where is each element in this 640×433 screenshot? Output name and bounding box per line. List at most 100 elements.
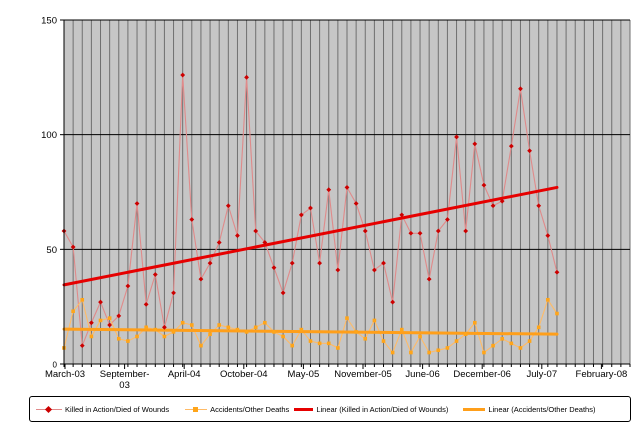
accidents-data-point <box>326 341 331 346</box>
accidents-data-point <box>217 323 221 327</box>
kia-data-point <box>225 203 231 209</box>
kia-data-point <box>472 141 478 147</box>
accidents-data-point <box>180 320 185 325</box>
kia-data-point <box>390 299 396 305</box>
accidents-data-point <box>226 325 231 330</box>
accidents-data-point <box>71 309 75 314</box>
kia-data-point <box>125 283 131 289</box>
accidents-data-point <box>171 330 176 334</box>
accidents-data-point <box>555 311 559 316</box>
kia-data-point <box>262 240 268 245</box>
accidents-trendline <box>62 327 559 336</box>
accidents-data-point <box>126 339 130 343</box>
kia-data-point <box>353 201 359 206</box>
kia-data-point <box>344 185 350 190</box>
kia-data-point <box>381 260 386 266</box>
kia-diamond-icon <box>44 405 53 413</box>
accidents-data-point <box>308 339 313 343</box>
kia-data-point <box>317 260 323 266</box>
kia-data-point <box>70 244 76 250</box>
accidents-data-point <box>381 339 386 343</box>
x-tick-label: May-05 <box>288 369 320 380</box>
x-tick-label: July-07 <box>526 369 557 380</box>
legend-item-kia-label: Killed in Action/Died of Wounds <box>65 404 170 414</box>
linear-kia-line <box>294 407 314 411</box>
x-tick-label: October-04 <box>220 369 268 380</box>
accidents-data-point <box>116 336 121 341</box>
kia-data-point <box>435 228 441 234</box>
accidents-data-point <box>445 346 450 350</box>
kia-data-point <box>371 267 377 273</box>
kia-series-marker-icon <box>36 405 62 413</box>
kia-data-point <box>289 260 295 266</box>
accidents-data-point <box>162 334 167 339</box>
accidents-data-point <box>546 297 550 302</box>
kia-data-point <box>116 313 122 319</box>
accidents-data-point <box>80 297 85 302</box>
accidents-data-point <box>372 318 377 323</box>
accidents-data-point <box>199 343 203 348</box>
kia-data-point <box>271 265 277 271</box>
kia-data-point <box>280 290 286 296</box>
kia-data-point <box>143 301 149 307</box>
x-tick-label: April-04 <box>168 369 201 380</box>
y-tick-label: 0 <box>53 361 58 370</box>
x-tick-label: February-08 <box>576 369 628 380</box>
kia-data-point <box>171 290 176 296</box>
kia-data-point <box>408 230 414 236</box>
x-tick-label: June-06 <box>405 369 439 380</box>
accidents-data-point <box>427 350 431 355</box>
linear-kia-marker-icon <box>294 406 314 413</box>
y-tick-label: 150 <box>41 16 57 27</box>
kia-data-point <box>518 86 523 92</box>
accidents-data-point <box>89 334 94 339</box>
kia-data-point <box>527 148 532 154</box>
kia-data-point <box>499 198 505 204</box>
kia-data-point <box>152 272 158 277</box>
accidents-data-point <box>299 327 304 332</box>
legend-item-linear-accidents-label: Linear (Accidents/Other Deaths) <box>488 404 596 414</box>
accidents-data-point <box>208 332 212 336</box>
accidents-data-point <box>399 327 404 332</box>
kia-data-point <box>454 134 459 140</box>
accidents-data-point <box>135 334 139 339</box>
legend-item-linear-accidents: Linear (Accidents/Other Deaths) <box>463 405 595 414</box>
accidents-data-point <box>290 343 295 348</box>
linear-accidents-marker-icon <box>463 406 486 413</box>
kia-data-point <box>180 72 186 78</box>
y-tick-label: 100 <box>41 130 57 141</box>
legend-item-accidents: Accidents/Other Deaths <box>185 405 289 414</box>
accidents-data-point <box>107 316 112 320</box>
accidents-data-point <box>336 346 340 350</box>
accidents-data-point <box>500 336 504 341</box>
kia-data-point <box>162 324 167 330</box>
kia-data-point <box>481 182 487 188</box>
x-tick-label: November-05 <box>334 369 392 380</box>
chart-legend: Killed in Action/Died of Wounds Accident… <box>29 396 631 422</box>
accidents-data-point <box>235 327 240 332</box>
accidents-data-point <box>253 325 258 330</box>
kia-data-point <box>463 228 469 234</box>
kia-data-point <box>417 230 423 236</box>
accidents-data-point <box>244 330 249 334</box>
kia-data-point <box>362 228 368 234</box>
accidents-data-point <box>390 350 395 355</box>
kia-data-point <box>298 212 304 218</box>
accidents-data-point <box>518 346 523 350</box>
kia-data-point <box>107 322 113 328</box>
kia-data-point <box>536 203 542 209</box>
kia-data-point <box>244 74 249 80</box>
accidents-data-point <box>536 325 541 330</box>
accidents-data-point <box>409 350 413 355</box>
kia-data-point <box>426 276 432 282</box>
kia-trendline <box>62 185 559 287</box>
kia-data-point <box>490 203 496 209</box>
accidents-data-point <box>454 339 459 343</box>
legend-item-kia: Killed in Action/Died of Wounds <box>36 405 169 414</box>
x-tick-label: March-03 <box>45 369 85 380</box>
accidents-data-point <box>317 341 322 346</box>
accidents-data-point <box>98 318 103 323</box>
accidents-data-point <box>473 320 477 325</box>
